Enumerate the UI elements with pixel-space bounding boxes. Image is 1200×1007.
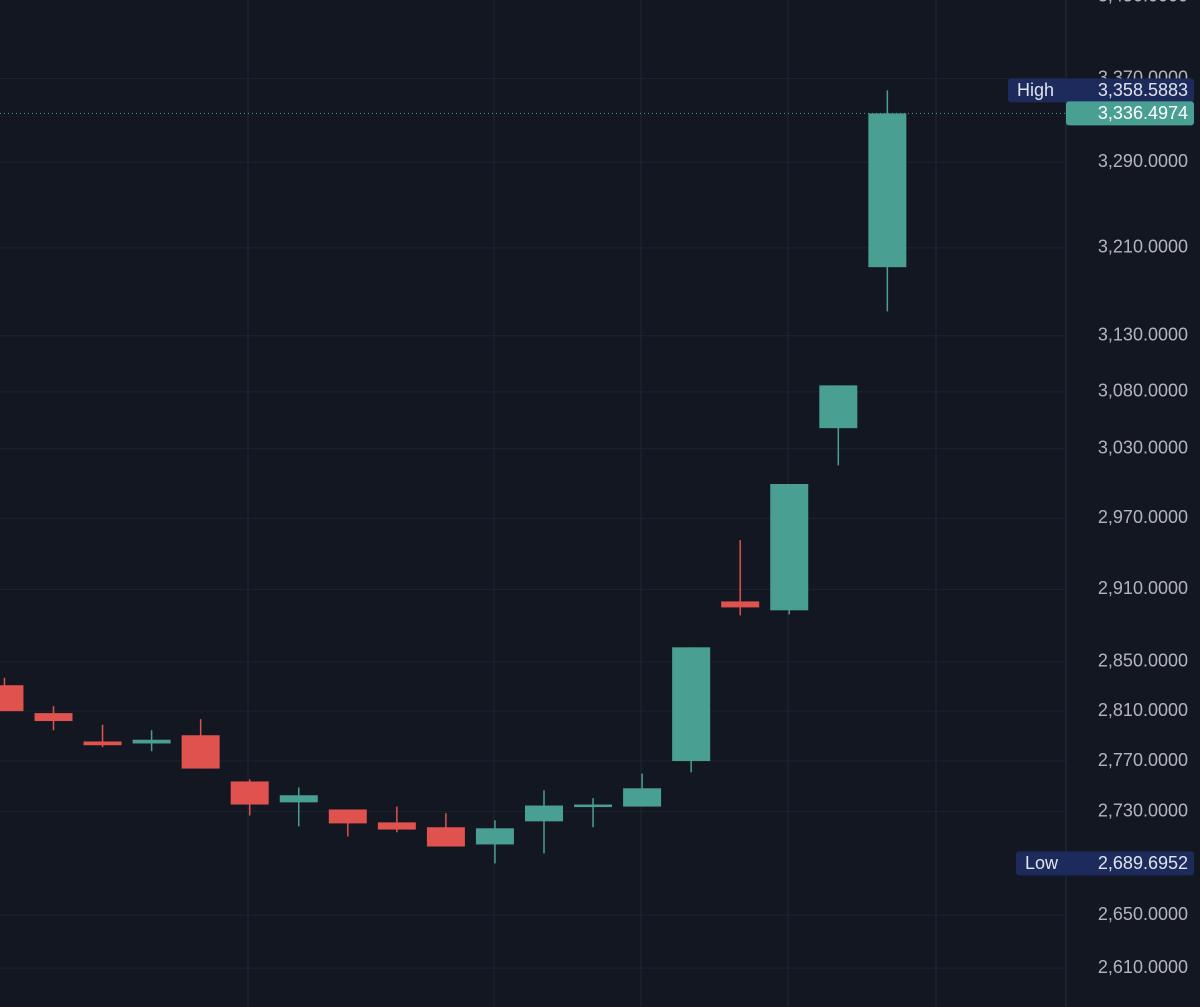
y-tick-label: 2,650.0000 [1098,904,1188,924]
y-tick-label: 2,770.0000 [1098,750,1188,770]
candle-body [623,788,662,807]
y-tick-label: 2,810.0000 [1098,700,1188,720]
candle-body [377,822,416,830]
candle-body [721,601,760,608]
y-tick-label: 2,730.0000 [1098,800,1188,820]
marker-box [1016,851,1194,876]
marker-text: Low [1025,853,1059,873]
candle-body [34,713,73,722]
candle-body [525,805,563,822]
candle-body [672,647,711,762]
candle-body [279,795,318,803]
price-value: 3,336.4974 [1098,103,1188,123]
low-marker: Low 2,689.6952 [1016,851,1194,876]
y-tick-label: 2,970.0000 [1098,507,1188,527]
marker-value: 3,358.5883 [1098,80,1188,100]
marker-box [1008,78,1194,103]
candle-body [574,804,613,808]
last-price-label: 3,336.4974 [1066,101,1194,126]
candle-body [230,781,269,805]
y-tick-label: 3,030.0000 [1098,438,1188,458]
candle-body [868,113,907,268]
y-tick-label: 2,910.0000 [1098,578,1188,598]
y-tick-label: 2,610.0000 [1098,957,1188,977]
candle-body [181,735,220,769]
candle-body [426,827,465,847]
marker-value: 2,689.6952 [1098,853,1188,873]
high-marker: High 3,358.5883 [1008,78,1194,103]
candle-body [819,385,858,429]
candle-body [328,809,367,824]
price-box [1066,101,1194,126]
candle-body [83,741,122,746]
marker-text: High [1017,80,1054,100]
y-tick-label: 2,850.0000 [1098,651,1188,671]
candle-body [132,739,171,744]
y-tick-label: 3,080.0000 [1098,381,1188,401]
y-tick-label: 3,210.0000 [1098,237,1188,257]
y-tick-label: 3,290.0000 [1098,151,1188,171]
y-tick-label: 3,450.0000 [1098,0,1188,6]
candle-body [770,483,809,611]
candle-body [0,685,24,712]
candle-body [475,828,514,845]
y-tick-label: 3,130.0000 [1098,325,1188,345]
